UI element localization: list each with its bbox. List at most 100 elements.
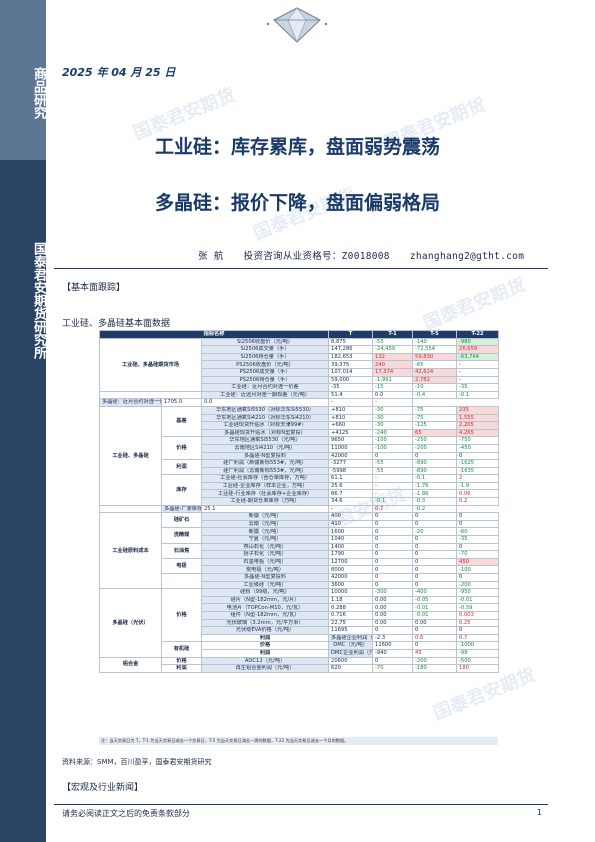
table-row: 价格 华东地区通氧Si5530（元/吨） 9650 -100 -250 -750 [100, 436, 500, 461]
value-t: 11600 [372, 641, 414, 650]
indicator-name: 多晶硅现货升贴水（对标N型复投） [200, 428, 330, 438]
value-t: 25.1 [200, 504, 330, 514]
value-t1: -15 [372, 383, 414, 392]
table-row: 洗精煤 新疆（元/吨） 1600 0 -20 -60 [100, 527, 500, 544]
value-t5: -200 [412, 656, 458, 666]
value-t22: -1635 [456, 466, 500, 476]
value-t5: -1000 [456, 641, 500, 650]
value-t1: -55 [372, 466, 414, 476]
indicator-name: 光伏级EVA价格（元/吨） [200, 626, 330, 635]
table-row: 铝合金 价格 ADC12（元/吨） 20600 0 -200 -500 [99, 656, 500, 673]
indicator-name: ADC12（元/吨） [200, 656, 330, 666]
value-t1: 0 [372, 550, 414, 559]
group-label: 工业硅、多晶硅期货市场 [99, 337, 202, 392]
value-t1: 0 [372, 573, 414, 582]
indicator-name: 硅粉（99级，元/吨） [200, 588, 330, 597]
value-t22: -750 [456, 436, 500, 445]
value-t: 1705.0 [161, 398, 202, 407]
headline-polysilicon: 多晶硅：报价下降，盘面偏弱格局 [154, 192, 440, 214]
table-row: 工业硅、多晶硅 基差 华东地区通氧Si5530（对标华东Si5530） +810 -30… [99, 405, 500, 506]
value-t1: -30 [372, 405, 414, 415]
value-t: 39,375 [328, 360, 374, 369]
subgroup-label: 电极 [161, 557, 202, 575]
value-t1: -0.1 [372, 497, 414, 506]
value-t22: -35 [456, 535, 500, 544]
subgroup-label: 利润 [161, 664, 202, 673]
indicator-name: 再生铝合金利润（元/吨） [200, 664, 330, 673]
value-t22: 0 [456, 626, 500, 635]
indicator-name: Si2506收盘价（元/吨） [200, 337, 330, 347]
value-t5: - [328, 398, 374, 407]
value-t: 0.288 [328, 603, 374, 612]
value-t: -35 [328, 383, 374, 392]
value-t1: 240 [372, 360, 414, 369]
indicator-name: 工业硅：近月合约对连一价差 [200, 383, 330, 392]
value-t22: -500 [456, 656, 500, 666]
value-t1: 0.6 [412, 633, 458, 643]
value-t22: -0.1 [456, 390, 500, 400]
value-t22: 235 [456, 405, 500, 415]
value-t5: 0.7 [456, 633, 500, 643]
value-t22: 0 [456, 573, 500, 582]
table-row: 工业硅、多晶硅期货市场 Si2506收盘价（元/吨） 8,875 -55 -140 -98… [99, 337, 500, 392]
table-row: 多晶硅：近月合约对连一价差1705.00.0-- [99, 398, 499, 407]
value-t: 42000 [328, 573, 374, 582]
subgroup-label: 利润 [200, 633, 330, 643]
table-row: 电极 石墨电极（元/吨） 12700 0 0 450 [100, 557, 500, 575]
indicator-name: 燕山石化（元/吨） [200, 542, 330, 552]
value-t1: 0 [372, 512, 414, 521]
value-t22: 0 [456, 542, 500, 552]
header-t5: T-5 [412, 330, 458, 339]
subgroup-label: 价格 [161, 436, 202, 461]
company-logo-icon [266, 7, 328, 43]
value-t: 11695 [328, 626, 374, 635]
value-t: 410 [328, 519, 374, 529]
value-t22: 1,555 [456, 413, 500, 423]
subgroup-label: 硅矿石 [161, 512, 202, 529]
value-t: 34.6 [328, 497, 374, 506]
table-row: 炭电极（元/吨） 8000 0 0 -100 [100, 565, 500, 574]
value-t22: -0.01 [456, 595, 500, 605]
indicator-name: 新疆（元/吨） [200, 512, 330, 521]
value-t22: 450 [456, 557, 500, 567]
author-email[interactable]: zhanghang2@gtht.com [409, 251, 525, 262]
value-t: 1790 [328, 550, 374, 559]
value-t: +810 [328, 413, 374, 423]
value-t5: 0.00 [412, 618, 458, 628]
table-row: 多晶硅-厂家库存（万吨）25.1-0.7-0.2 [99, 504, 499, 514]
group-label: 多晶硅（光伏） [99, 588, 162, 658]
table-row: 宁夏（元/吨） 1040 0 0 -35 [100, 535, 500, 544]
table-row: 光伏玻璃（3.2mm，元/平方米） 22.75 0.00 0.00 0.25 [100, 618, 500, 628]
value-t: +4125 [328, 428, 374, 438]
table-header-row: 指标名称 T T-1 T-5 T-22 [98, 330, 500, 339]
header-t22: T-22 [456, 330, 500, 339]
indicator-name: 多晶硅企业利润（元/千克） [328, 633, 374, 643]
value-t1: 0.0 [200, 398, 330, 407]
value-t5: 65 [412, 428, 458, 438]
indicator-name: 工业硅-行业库存（社会库存+企业库存） [200, 489, 330, 499]
value-t1: -55 [372, 459, 414, 468]
value-t5: 0 [412, 557, 458, 567]
table-row: PS2506持仓量（手） 59,000 -1,991 2,782- [100, 375, 500, 385]
value-t1: 0 [372, 535, 414, 544]
value-t: 0.716 [328, 610, 374, 620]
table-row: 工业硅：近远月对连一期现差（元/吨） 51.4 0.0 -0.4 -0.1 [99, 390, 500, 400]
indicator-name: 新疆（元/吨） [200, 527, 330, 537]
value-t5: -75 [412, 413, 458, 423]
value-t22: 0 [456, 512, 500, 521]
value-t1: 0 [372, 519, 414, 529]
value-t22: 0.2 [456, 497, 500, 506]
value-t5: -250 [412, 436, 458, 445]
value-t: -2.3 [372, 633, 414, 643]
value-t5: 0 [412, 519, 458, 529]
value-t5: 0.7 [372, 504, 414, 514]
value-t1: -300 [372, 588, 414, 597]
value-t5: -0.1 [412, 474, 458, 483]
value-t22: -950 [456, 588, 500, 597]
value-t: 10000 [328, 588, 374, 597]
indicator-name: DMC企业利润（元/吨） [328, 648, 374, 658]
table-row: 利润 再生铝合金利润（元/吨） 620 -70 -180 180 [100, 664, 500, 673]
value-t1: 0 [372, 626, 414, 635]
value-t: 107,014 [328, 367, 374, 377]
indicator-name: 扬子石化（元/吨） [200, 550, 330, 559]
